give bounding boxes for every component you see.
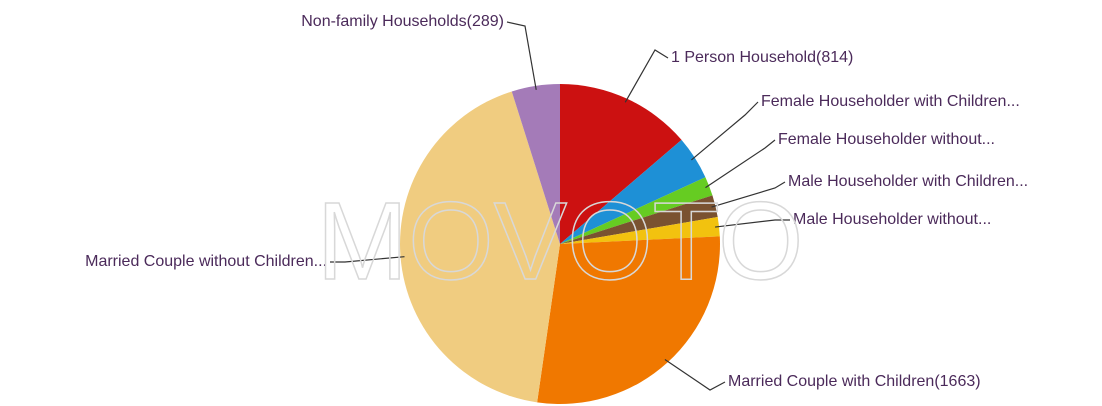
slice-label: Married Couple with Children(1663) [728,373,981,390]
leader-line [715,219,790,228]
slice-label: Female Householder with Children... [761,93,1020,110]
pie-slice [537,236,721,404]
slice-label: Male Householder without... [793,211,991,228]
slice-label: Non-family Households(289) [301,13,504,30]
leader-line [330,256,405,263]
slice-label: Female Householder without... [778,131,995,148]
watermark: MOVOTO [317,180,804,303]
pie-slice [560,139,706,244]
leader-line [624,49,669,103]
pie-slice [560,177,713,244]
pie-slice [560,84,682,244]
leader-line [691,101,759,161]
slice-label: 1 Person Household(814) [671,49,853,66]
slice-label: Married Couple without Children... [85,253,327,270]
slice-label: Male Householder with Children... [788,173,1028,190]
pie-slice [511,84,560,244]
leader-line [705,139,776,189]
leader-line [664,358,726,391]
pie-slice [400,91,560,403]
leader-line [506,21,537,90]
pie-slice [560,216,720,244]
pie-slice [560,195,718,244]
leader-line [711,181,786,208]
